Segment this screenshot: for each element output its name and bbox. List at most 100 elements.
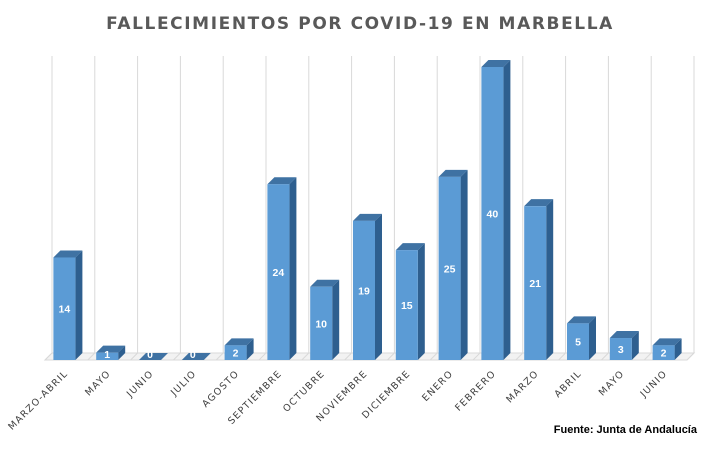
bar-front: [224, 345, 247, 360]
data-label: 1: [104, 349, 110, 361]
gridline-floor: [472, 352, 481, 361]
bar-top: [438, 169, 468, 177]
tick-label: JULIO: [168, 368, 199, 399]
gridline-floor: [44, 352, 53, 361]
data-label: 2: [233, 348, 239, 360]
gridline-floor: [173, 352, 181, 361]
data-label: 5: [575, 337, 581, 349]
bar-top: [139, 353, 168, 360]
bar-front: [652, 345, 675, 360]
bar-front: [609, 338, 632, 360]
gridline-floor: [130, 352, 138, 361]
data-label: 19: [358, 285, 370, 297]
bar-front: [267, 184, 290, 360]
bar-top: [609, 331, 639, 339]
data-label: 25: [444, 263, 456, 275]
bar-front: [353, 220, 375, 360]
bar-6: 24: [267, 177, 297, 360]
bar-side: [631, 331, 639, 360]
bar-3: 0: [139, 349, 168, 361]
data-label: 0: [190, 349, 196, 361]
tick-label: MARZO: [504, 368, 541, 405]
gridline-floor: [429, 352, 438, 361]
tick-label: MARZO-ABRIL: [6, 368, 70, 432]
bar-side: [546, 199, 554, 360]
bar-front: [524, 206, 547, 360]
gridline-floor: [301, 352, 310, 361]
bar-front: [438, 176, 461, 360]
tick-label: AGOSTO: [200, 368, 241, 409]
bar-side: [503, 60, 511, 360]
tick-label: ENERO: [420, 368, 455, 403]
bar-top: [53, 250, 83, 258]
bar-side: [460, 169, 468, 360]
gridline-floor: [387, 352, 395, 361]
bar-15: 2: [652, 338, 682, 360]
bar-9: 15: [395, 243, 425, 360]
data-label: 0: [147, 349, 153, 361]
tick-label: MAYO: [597, 368, 627, 398]
bar-front: [481, 67, 504, 360]
bar-side: [332, 279, 340, 360]
tick-label: FEBRERO: [453, 368, 498, 413]
bar-top: [353, 213, 382, 221]
bar-top: [524, 199, 554, 207]
bar-side: [375, 213, 382, 360]
data-label: 24: [273, 267, 285, 279]
x-axis-ticks: MARZO-ABRIL MAYO JUNIO JULIO AGOSTOSEPTIEMBR…: [6, 368, 669, 432]
tick-label: JUNIO: [124, 368, 156, 400]
source-note: Fuente: Junta de Andalucía: [554, 424, 698, 436]
gridline-floor: [686, 352, 695, 361]
bar-top: [652, 338, 682, 346]
data-label: 21: [529, 278, 541, 290]
bar-side: [118, 345, 126, 360]
bar-side: [589, 316, 596, 360]
data-label: 40: [487, 209, 499, 221]
bar-4: 0: [181, 349, 211, 361]
bar-front: [395, 250, 418, 360]
gridline-floor: [558, 352, 566, 361]
tick-label: ABRIL: [553, 368, 585, 400]
data-label: 15: [401, 300, 413, 312]
gridline-floor: [87, 352, 96, 361]
gridline-floor: [643, 352, 652, 361]
bar-side: [246, 338, 254, 360]
gridline-floor: [601, 352, 609, 361]
chart-gridlines: [44, 56, 695, 361]
bar-front: [53, 257, 76, 360]
bar-1: 14: [53, 250, 83, 360]
bar-side: [417, 243, 425, 360]
bar-14: 3: [609, 331, 639, 360]
data-label: 14: [59, 304, 71, 316]
gridline-floor: [344, 352, 352, 361]
bar-top: [224, 338, 254, 346]
bar-front: [567, 323, 589, 360]
bar-12: 21: [524, 199, 554, 360]
gridline-floor: [215, 352, 224, 361]
gridline-floor: [258, 352, 267, 361]
tick-label: MAYO: [83, 368, 113, 398]
bar-top: [96, 345, 126, 353]
bar-top: [181, 353, 211, 360]
data-label: 3: [618, 344, 624, 356]
bar-side: [289, 177, 297, 360]
gridline-floor: [515, 352, 524, 361]
bar-top: [310, 279, 340, 287]
bar-side: [75, 250, 83, 360]
bar-11: 40: [481, 60, 511, 360]
bar-13: 5: [567, 316, 596, 360]
bar-2: 1: [96, 345, 126, 361]
bar-10: 25: [438, 169, 468, 360]
bar-5: 2: [224, 338, 254, 360]
tick-label: OCTUBRE: [281, 368, 327, 414]
bar-7: 10: [310, 279, 340, 360]
tick-label: JUNIO: [638, 368, 670, 400]
bar-front: [96, 352, 119, 360]
bar-side: [674, 338, 682, 360]
data-label: 10: [315, 318, 327, 330]
bar-top: [267, 177, 297, 185]
bar-top: [567, 316, 596, 324]
data-label: 2: [661, 348, 667, 360]
